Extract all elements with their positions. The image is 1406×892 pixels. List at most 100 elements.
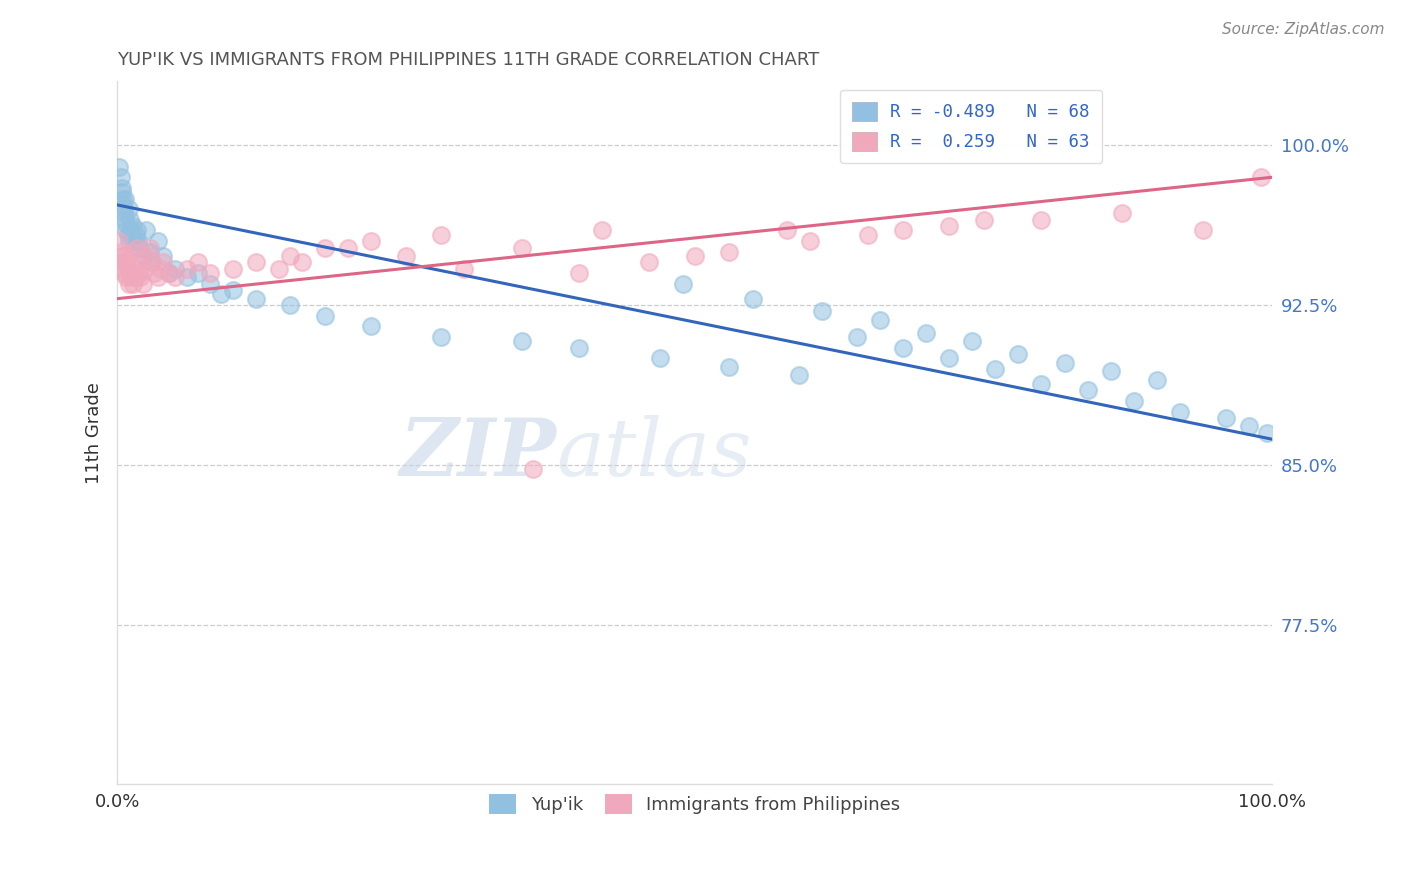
Point bbox=[135, 223, 157, 237]
Point bbox=[114, 212, 136, 227]
Point bbox=[1077, 384, 1099, 398]
Point bbox=[108, 234, 131, 248]
Point bbox=[118, 202, 141, 217]
Point bbox=[138, 240, 160, 254]
Point bbox=[1031, 376, 1053, 391]
Point bbox=[938, 219, 960, 234]
Point bbox=[163, 270, 186, 285]
Point bbox=[157, 266, 180, 280]
Point bbox=[1256, 425, 1278, 440]
Point bbox=[146, 234, 169, 248]
Point bbox=[124, 261, 146, 276]
Point bbox=[1122, 393, 1144, 408]
Point bbox=[112, 206, 135, 220]
Point bbox=[124, 270, 146, 285]
Point bbox=[267, 261, 290, 276]
Point bbox=[111, 185, 134, 199]
Point bbox=[291, 255, 314, 269]
Point bbox=[125, 223, 148, 237]
Point bbox=[510, 240, 533, 254]
Point bbox=[176, 270, 198, 285]
Point bbox=[453, 261, 475, 276]
Point bbox=[245, 255, 267, 269]
Point bbox=[118, 266, 141, 280]
Point bbox=[131, 249, 153, 263]
Point bbox=[111, 249, 134, 263]
Point bbox=[938, 351, 960, 366]
Point bbox=[187, 255, 209, 269]
Point bbox=[360, 234, 382, 248]
Point bbox=[683, 249, 706, 263]
Point bbox=[209, 287, 232, 301]
Point bbox=[1053, 355, 1076, 369]
Point bbox=[718, 244, 741, 259]
Point bbox=[718, 359, 741, 374]
Point bbox=[314, 240, 336, 254]
Point bbox=[124, 234, 146, 248]
Point bbox=[973, 212, 995, 227]
Point bbox=[187, 266, 209, 280]
Point bbox=[776, 223, 799, 237]
Point bbox=[118, 277, 141, 291]
Point bbox=[114, 192, 136, 206]
Point bbox=[429, 330, 451, 344]
Point bbox=[122, 219, 145, 234]
Point bbox=[157, 266, 180, 280]
Point bbox=[1192, 223, 1215, 237]
Point bbox=[360, 319, 382, 334]
Point bbox=[891, 341, 914, 355]
Point bbox=[1215, 411, 1237, 425]
Point bbox=[799, 234, 821, 248]
Point bbox=[152, 249, 174, 263]
Point bbox=[787, 368, 810, 383]
Point bbox=[163, 261, 186, 276]
Point bbox=[120, 270, 142, 285]
Point bbox=[111, 192, 134, 206]
Point bbox=[134, 261, 156, 276]
Point bbox=[222, 261, 245, 276]
Point bbox=[915, 326, 938, 340]
Point bbox=[111, 261, 134, 276]
Point bbox=[118, 212, 141, 227]
Point bbox=[112, 266, 135, 280]
Point bbox=[869, 313, 891, 327]
Point bbox=[115, 223, 138, 237]
Point bbox=[114, 249, 136, 263]
Point bbox=[337, 240, 360, 254]
Point bbox=[138, 244, 160, 259]
Point bbox=[591, 223, 613, 237]
Point bbox=[121, 227, 143, 242]
Point bbox=[198, 266, 221, 280]
Point bbox=[117, 261, 139, 276]
Point bbox=[222, 283, 245, 297]
Point bbox=[845, 330, 868, 344]
Point bbox=[127, 234, 149, 248]
Point bbox=[128, 266, 150, 280]
Point bbox=[891, 223, 914, 237]
Point bbox=[280, 298, 302, 312]
Point bbox=[984, 362, 1007, 376]
Point bbox=[510, 334, 533, 349]
Point bbox=[1031, 212, 1053, 227]
Point bbox=[125, 240, 148, 254]
Point bbox=[131, 277, 153, 291]
Point bbox=[108, 160, 131, 174]
Point bbox=[146, 270, 169, 285]
Point bbox=[650, 351, 672, 366]
Text: YUP'IK VS IMMIGRANTS FROM PHILIPPINES 11TH GRADE CORRELATION CHART: YUP'IK VS IMMIGRANTS FROM PHILIPPINES 11… bbox=[117, 51, 820, 69]
Point bbox=[522, 462, 544, 476]
Point bbox=[121, 244, 143, 259]
Point bbox=[120, 223, 142, 237]
Point bbox=[141, 255, 163, 269]
Point bbox=[150, 261, 173, 276]
Point bbox=[136, 249, 159, 263]
Point bbox=[129, 240, 152, 254]
Point bbox=[429, 227, 451, 242]
Point bbox=[117, 227, 139, 242]
Point bbox=[741, 292, 763, 306]
Point bbox=[1168, 404, 1191, 418]
Point bbox=[115, 217, 138, 231]
Point bbox=[110, 244, 132, 259]
Point bbox=[395, 249, 418, 263]
Point bbox=[1239, 419, 1261, 434]
